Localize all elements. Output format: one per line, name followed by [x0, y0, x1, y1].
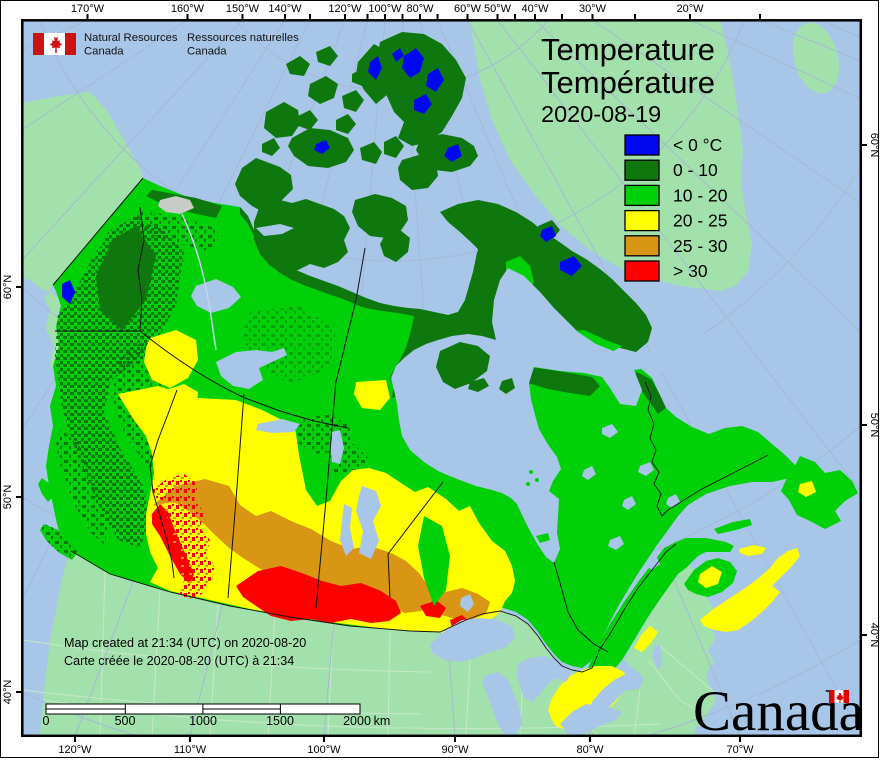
svg-text:Canada: Canada — [693, 680, 864, 743]
svg-text:< 0 °C: < 0 °C — [673, 135, 722, 155]
svg-text:Map created at 21:34 (UTC) on: Map created at 21:34 (UTC) on 2020-08-20 — [64, 636, 306, 650]
svg-text:40°N: 40°N — [868, 623, 880, 648]
svg-text:0 - 10: 0 - 10 — [673, 160, 718, 180]
svg-text:170°W: 170°W — [71, 3, 105, 15]
svg-text:140°W: 140°W — [268, 3, 302, 15]
svg-text:70°W: 70°W — [726, 744, 754, 756]
svg-text:110°W: 110°W — [174, 744, 207, 756]
svg-text:80°W: 80°W — [576, 744, 604, 756]
svg-text:1000: 1000 — [189, 714, 217, 728]
svg-text:80°W: 80°W — [406, 3, 434, 15]
svg-text:Temperature: Temperature — [541, 32, 715, 67]
svg-text:km: km — [374, 714, 391, 728]
svg-text:Natural Resources: Natural Resources — [84, 32, 178, 44]
svg-text:> 30: > 30 — [673, 261, 708, 281]
svg-text:100°W: 100°W — [368, 3, 402, 15]
svg-text:1500: 1500 — [266, 714, 294, 728]
svg-text:20 - 25: 20 - 25 — [673, 211, 727, 231]
svg-text:160°W: 160°W — [171, 3, 205, 15]
svg-text:500: 500 — [115, 714, 136, 728]
svg-text:40°W: 40°W — [521, 3, 549, 15]
svg-text:60°N: 60°N — [868, 133, 880, 158]
svg-text:Température: Température — [541, 65, 715, 100]
svg-text:20°W: 20°W — [676, 3, 704, 15]
svg-text:30°W: 30°W — [579, 3, 607, 15]
svg-text:120°W: 120°W — [58, 744, 92, 756]
svg-text:120°W: 120°W — [328, 3, 362, 15]
svg-text:Carte créée le 2020-08-20 (UTC: Carte créée le 2020-08-20 (UTC) à 21:34 — [64, 654, 294, 668]
svg-text:0: 0 — [43, 714, 50, 728]
svg-text:50°N: 50°N — [2, 485, 14, 510]
svg-text:Canada: Canada — [84, 46, 124, 58]
svg-text:Ressources naturelles: Ressources naturelles — [187, 32, 299, 44]
svg-text:2020-08-19: 2020-08-19 — [541, 101, 661, 127]
svg-text:150°W: 150°W — [226, 3, 260, 15]
svg-text:40°N: 40°N — [2, 680, 14, 705]
svg-text:25 - 30: 25 - 30 — [673, 236, 728, 256]
svg-text:Canada: Canada — [187, 46, 227, 58]
svg-text:60°N: 60°N — [2, 275, 14, 300]
svg-text:50°N: 50°N — [868, 413, 880, 438]
svg-text:90°W: 90°W — [441, 744, 469, 756]
svg-text:60°W: 60°W — [454, 3, 482, 15]
svg-text:50°W: 50°W — [484, 3, 512, 15]
svg-text:10 - 20: 10 - 20 — [673, 185, 728, 205]
svg-text:100°W: 100°W — [307, 744, 341, 756]
svg-text:2000: 2000 — [343, 714, 371, 728]
